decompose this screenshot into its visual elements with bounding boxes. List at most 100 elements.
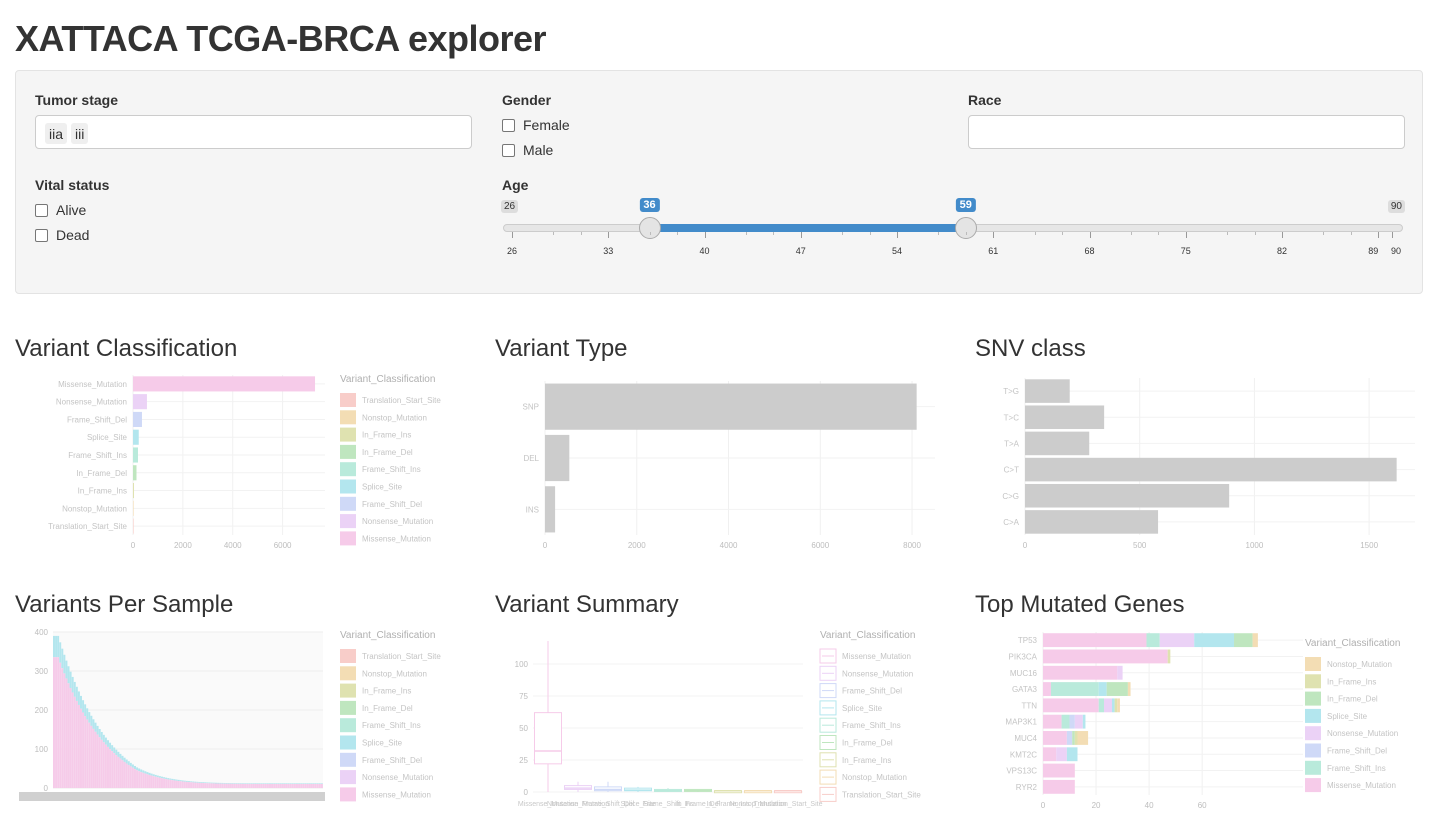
variant-type-plot: 0 2000 4000 6000 8000 SNP DEL INS: [523, 381, 935, 550]
x-tick-label: Translation_Start_Site: [754, 801, 823, 808]
slider-tick: [842, 232, 843, 235]
checkbox[interactable]: [502, 118, 515, 132]
bar-segment: [192, 781, 195, 783]
bar-segment: [100, 731, 103, 740]
bar-segment: [86, 719, 89, 788]
bar-segment: [154, 776, 157, 788]
bar-segment: [1043, 665, 1118, 680]
bar-segment: [188, 781, 190, 783]
bar-segment: [310, 783, 313, 784]
checkbox-label: Male: [523, 142, 554, 158]
bar-segment: [221, 782, 224, 784]
legend-label: In_Frame_Ins: [362, 687, 411, 696]
age-slider[interactable]: 26 90 36 59 26 33 40 47 54 61 68 75 82 89 90: [501, 198, 1407, 268]
bar-segment: [142, 772, 145, 788]
checkbox[interactable]: [35, 203, 48, 217]
y-tick-label: 400: [35, 628, 49, 637]
bar-segment: [181, 780, 184, 782]
bar-segment: [77, 704, 80, 788]
bar-segment: [102, 742, 105, 788]
bar-segment: [208, 782, 211, 784]
bar-segment: [283, 783, 286, 784]
bar-segment: [1098, 682, 1107, 696]
plot-area: [533, 632, 803, 792]
y-tick-label: Frame_Shift_Ins: [68, 451, 127, 460]
legend-label: Nonstop_Mutation: [1327, 660, 1392, 669]
vital-status-option-alive[interactable]: Alive: [35, 202, 86, 218]
gender-option-male[interactable]: Male: [502, 142, 553, 158]
tumor-stage-tag[interactable]: iia: [45, 123, 68, 144]
bar-segment: [289, 783, 292, 788]
bar-segment: [260, 783, 263, 784]
tumor-stage-select[interactable]: iia iii: [35, 115, 472, 149]
tumor-stage-tag[interactable]: iii: [71, 123, 89, 144]
race-label: Race: [968, 92, 1002, 108]
bar-segment: [198, 781, 201, 783]
top-mutated-genes-plot: 0 20 40 60 TP53 PIK3CA MUC16 GATA3 TTN MAP3K1 MUC4…: [1005, 632, 1400, 810]
bar: [1025, 405, 1105, 430]
bar: [133, 465, 137, 481]
bar-segment: [163, 777, 166, 779]
bar-segment: [144, 773, 147, 788]
bar-segment: [55, 635, 58, 658]
bar-segment: [1043, 779, 1075, 794]
race-select[interactable]: [968, 115, 1405, 149]
legend-label: Splice_Site: [362, 483, 403, 492]
slider-tick-label: 47: [795, 246, 806, 256]
x-tick-label: Nonsense_Mutation: [547, 801, 609, 808]
panel-title: Variant Type: [495, 335, 628, 362]
bar-segment: [318, 783, 321, 788]
checkbox[interactable]: [502, 143, 515, 157]
bar-segment: [104, 737, 107, 745]
slider-tick: [773, 232, 775, 235]
y-tick-label: INS: [526, 505, 539, 514]
vital-status-option-dead[interactable]: Dead: [35, 227, 89, 243]
bar-segment: [320, 783, 323, 788]
panel-title: Top Mutated Genes: [975, 591, 1185, 618]
legend-label: Splice_Site: [842, 704, 883, 713]
bar-segment: [138, 771, 141, 788]
slider-tick-label: 54: [891, 246, 903, 256]
checkbox-label: Dead: [56, 227, 90, 243]
checkbox[interactable]: [35, 228, 48, 242]
legend-key: [1305, 760, 1321, 775]
bar-segment: [225, 783, 228, 784]
gender-option-female[interactable]: Female: [502, 117, 570, 133]
bar-segment: [212, 782, 215, 784]
slider-tick-label: 68: [1084, 246, 1095, 256]
bar-segment: [200, 782, 203, 783]
bar-segment: [1043, 633, 1147, 648]
bar-segment: [165, 779, 168, 788]
bar: [545, 486, 556, 533]
bar-segment: [314, 783, 317, 784]
bar-segment: [298, 783, 301, 788]
bar-segment: [298, 783, 301, 784]
x-tick-label: Frame_Shift_Del: [582, 801, 635, 808]
bar-segment: [279, 783, 282, 784]
y-tick-label: 50: [519, 724, 528, 733]
x-tick-label: Nonstop_Mutation: [730, 801, 787, 808]
bar-segment: [177, 779, 180, 782]
bar-segment: [308, 783, 311, 788]
age-from-handle[interactable]: [638, 217, 661, 239]
bar-segment: [283, 783, 286, 788]
y-tick-label: 75: [519, 692, 528, 701]
bar-segment: [266, 783, 269, 788]
legend-label: Missense_Mutation: [842, 652, 911, 661]
bar-segment: [127, 764, 130, 788]
slider-tick: [512, 232, 513, 238]
x-tick-label: 2000: [174, 541, 192, 550]
legend-key: [1305, 674, 1321, 689]
bar-segment: [117, 751, 120, 757]
bar-segment: [260, 783, 263, 788]
y-tick-label: C>A: [1003, 518, 1019, 527]
bar-segment: [140, 769, 143, 773]
bar-segment: [131, 767, 134, 788]
bar-segment: [165, 777, 168, 780]
bar-segment: [57, 657, 60, 788]
age-to-handle[interactable]: [954, 217, 977, 239]
variants-per-sample-plot: 0 100 200 300 400 Variant_Classification Trans…: [19, 628, 441, 802]
bar: [1025, 483, 1230, 508]
legend-key: [340, 393, 356, 407]
bar-segment: [1043, 747, 1057, 762]
